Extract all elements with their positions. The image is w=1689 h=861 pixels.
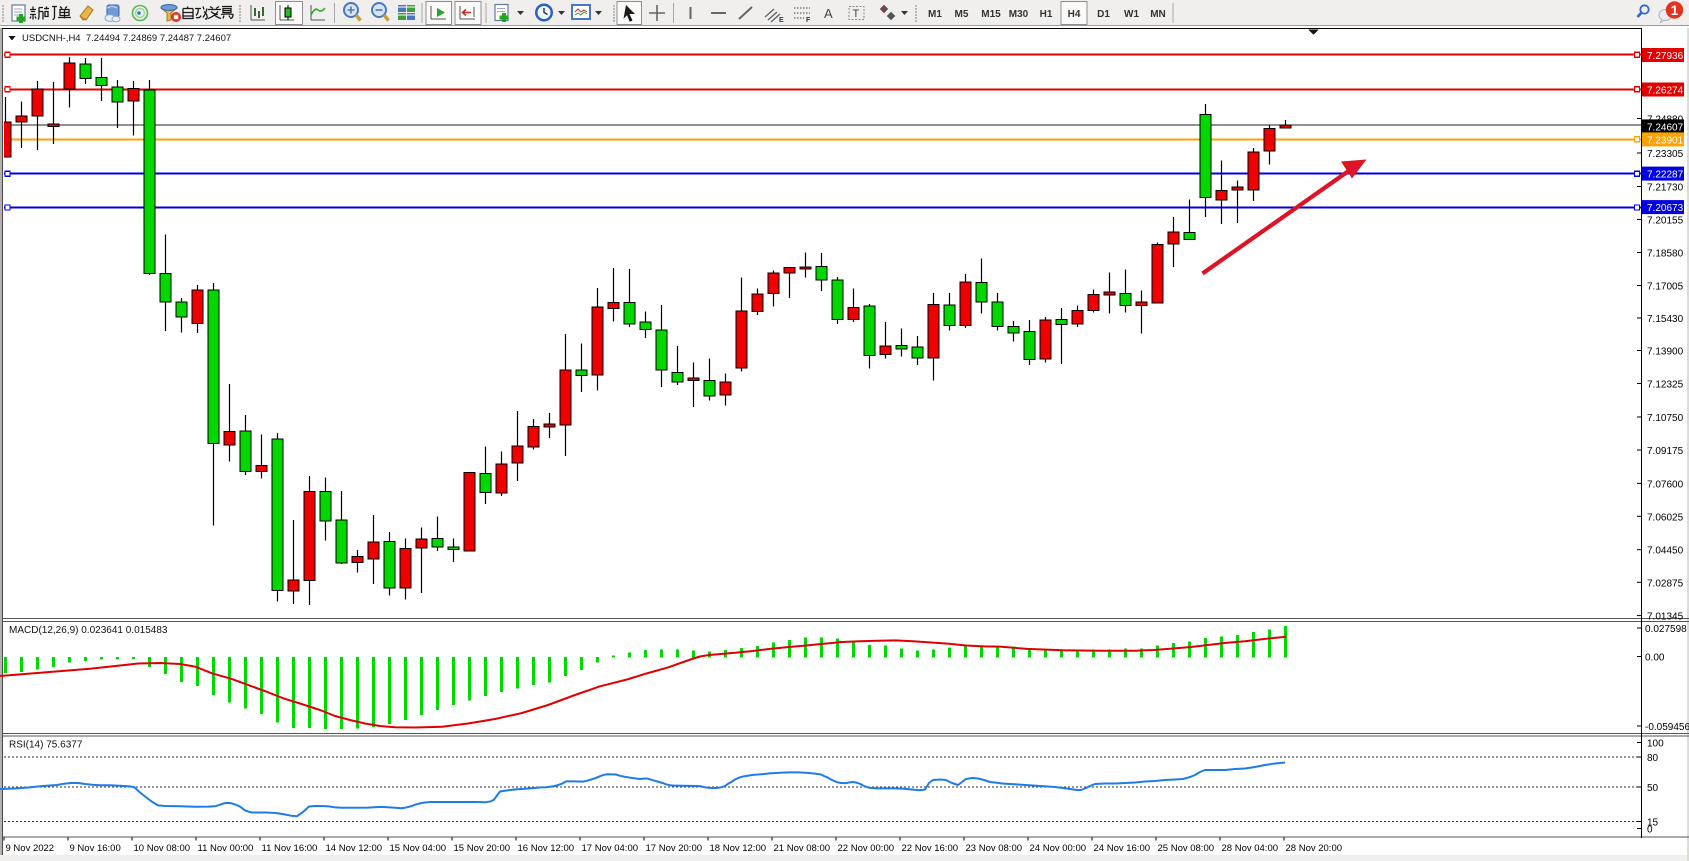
svg-text:W1: W1: [1124, 9, 1139, 20]
svg-text:7.09175: 7.09175: [1647, 446, 1684, 457]
svg-text:1: 1: [1671, 3, 1679, 18]
svg-text:7.13900: 7.13900: [1647, 347, 1684, 358]
svg-text:0: 0: [1647, 825, 1653, 836]
svg-text:28 Nov 20:00: 28 Nov 20:00: [1286, 843, 1343, 854]
svg-text:7.07600: 7.07600: [1647, 479, 1684, 490]
svg-text:15 Nov 20:00: 15 Nov 20:00: [454, 843, 511, 854]
svg-text:100: 100: [1647, 739, 1664, 750]
svg-text:H4: H4: [1068, 9, 1081, 20]
svg-text:7.22287: 7.22287: [1647, 170, 1684, 181]
svg-text:9 Nov 16:00: 9 Nov 16:00: [70, 843, 121, 854]
svg-text:7.20155: 7.20155: [1647, 216, 1684, 227]
svg-text:22 Nov 16:00: 22 Nov 16:00: [902, 843, 959, 854]
svg-text:7.01345: 7.01345: [1647, 612, 1684, 623]
svg-text:D1: D1: [1097, 9, 1110, 20]
svg-text:9 Nov 2022: 9 Nov 2022: [6, 843, 55, 854]
svg-text:7.04450: 7.04450: [1647, 546, 1684, 557]
svg-text:11 Nov 16:00: 11 Nov 16:00: [262, 843, 318, 854]
svg-text:-0.059456: -0.059456: [1645, 722, 1689, 733]
svg-text:M5: M5: [955, 9, 969, 20]
svg-text:17 Nov 20:00: 17 Nov 20:00: [646, 843, 703, 854]
svg-text:21 Nov 08:00: 21 Nov 08:00: [774, 843, 831, 854]
svg-text:RSI(14) 75.6377: RSI(14) 75.6377: [9, 740, 83, 751]
svg-text:24 Nov 16:00: 24 Nov 16:00: [1094, 843, 1151, 854]
svg-text:F: F: [806, 17, 811, 24]
svg-text:25 Nov 08:00: 25 Nov 08:00: [1158, 843, 1215, 854]
svg-text:28 Nov 04:00: 28 Nov 04:00: [1222, 843, 1279, 854]
svg-text:E: E: [779, 17, 784, 24]
svg-text:11 Nov 00:00: 11 Nov 00:00: [198, 843, 254, 854]
svg-text:24 Nov 00:00: 24 Nov 00:00: [1030, 843, 1087, 854]
svg-text:M30: M30: [1009, 9, 1029, 20]
svg-text:T: T: [853, 8, 860, 20]
svg-text:7.23901: 7.23901: [1647, 135, 1684, 146]
svg-text:7.10750: 7.10750: [1647, 413, 1684, 424]
svg-text:7.23305: 7.23305: [1647, 149, 1684, 160]
svg-text:50: 50: [1647, 783, 1659, 794]
svg-text:22 Nov 00:00: 22 Nov 00:00: [838, 843, 895, 854]
svg-text:7.26274: 7.26274: [1647, 86, 1684, 97]
svg-text:7.20673: 7.20673: [1647, 203, 1684, 214]
svg-text:MN: MN: [1150, 9, 1166, 20]
svg-text:23 Nov 08:00: 23 Nov 08:00: [966, 843, 1023, 854]
svg-text:M15: M15: [981, 9, 1001, 20]
svg-text:0.00: 0.00: [1645, 653, 1665, 664]
svg-text:7.15430: 7.15430: [1647, 314, 1684, 325]
svg-text:H1: H1: [1040, 9, 1053, 20]
svg-text:17 Nov 04:00: 17 Nov 04:00: [582, 843, 639, 854]
svg-text:A: A: [824, 6, 833, 21]
svg-text:10 Nov 08:00: 10 Nov 08:00: [134, 843, 191, 854]
svg-text:7.27936: 7.27936: [1647, 51, 1684, 62]
svg-text:7.12325: 7.12325: [1647, 380, 1684, 391]
svg-text:7.17005: 7.17005: [1647, 282, 1684, 293]
svg-text:7.24607: 7.24607: [1647, 122, 1684, 133]
svg-text:14 Nov 12:00: 14 Nov 12:00: [326, 843, 383, 854]
svg-text:15: 15: [1647, 818, 1659, 829]
svg-text:7.02875: 7.02875: [1647, 578, 1684, 589]
svg-text:7.21730: 7.21730: [1647, 183, 1684, 194]
svg-text:7.18580: 7.18580: [1647, 249, 1684, 260]
svg-text:MACD(12,26,9) 0.023641 0.01548: MACD(12,26,9) 0.023641 0.015483: [9, 625, 168, 636]
svg-text:M1: M1: [928, 9, 942, 20]
svg-text:7.06025: 7.06025: [1647, 512, 1684, 523]
svg-text:USDCNH-,H4 7.24494 7.24869 7.: USDCNH-,H4 7.24494 7.24869 7.24487 7.246…: [22, 33, 231, 44]
svg-text:0.027598: 0.027598: [1645, 624, 1687, 635]
svg-text:16 Nov 12:00: 16 Nov 12:00: [518, 843, 575, 854]
svg-text:80: 80: [1647, 753, 1659, 764]
svg-text:15 Nov 04:00: 15 Nov 04:00: [390, 843, 447, 854]
svg-text:18 Nov 12:00: 18 Nov 12:00: [710, 843, 767, 854]
